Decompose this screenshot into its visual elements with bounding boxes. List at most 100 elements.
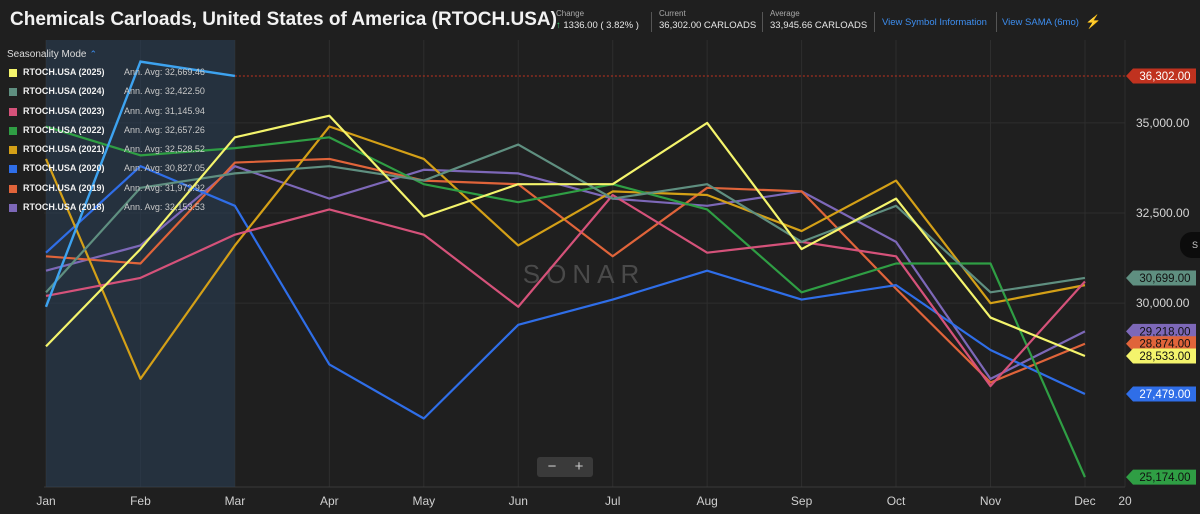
end-label-text: 28,533.00: [1139, 351, 1190, 363]
x-tick-label: Oct: [887, 494, 906, 508]
legend-series-name: RTOCH.USA (2019): [23, 182, 105, 193]
x-tick-label: 20: [1118, 494, 1132, 508]
legend-annual-average: Ann. Avg: 32,657.26: [124, 124, 205, 135]
series-line-2024: [45, 143, 1086, 294]
highlight-series: [44, 60, 236, 308]
legend-annual-average: Ann. Avg: 32,422.50: [124, 86, 205, 97]
y-axis-labels: 35,000.00 32,500.00 30,000.00: [1136, 116, 1190, 310]
legend-swatch: [9, 184, 17, 193]
side-panel-label: S: [1191, 240, 1198, 250]
zoom-in-button[interactable]: +: [574, 458, 584, 475]
legend-item[interactable]: RTOCH.USA (2018) Ann. Avg: 32,153.53: [7, 201, 247, 220]
legend-item[interactable]: RTOCH.USA (2021) Ann. Avg: 32,528.52: [7, 143, 247, 162]
end-value-label: 25,174.00: [1126, 469, 1196, 485]
x-tick-label: Jan: [36, 494, 55, 508]
view-sama-link[interactable]: View SAMA (6mo): [1002, 17, 1079, 28]
legend-swatch: [9, 69, 17, 77]
legend-series-name: RTOCH.USA (2022): [23, 124, 105, 135]
average-stat: Average 33,945.66 CARLOADS: [770, 9, 867, 32]
current-label: Current: [659, 9, 686, 18]
legend-series-name: RTOCH.USA (2021): [23, 144, 105, 155]
series-line-2022: [45, 125, 1086, 478]
legend-swatch: [9, 88, 17, 97]
x-tick-label: May: [412, 494, 435, 508]
divider: [762, 12, 763, 32]
series-line-2023: [45, 193, 1086, 388]
chart-title: Chemicals Carloads, United States of Ame…: [10, 9, 557, 30]
legend-item[interactable]: RTOCH.USA (2020) Ann. Avg: 30,827.05: [7, 162, 247, 181]
current-stat: Current 36,302.00 CARLOADS: [659, 9, 756, 32]
legend-swatch: [9, 146, 17, 155]
change-label: Change: [556, 9, 585, 18]
divider: [874, 12, 875, 32]
end-value-label: 27,479.00: [1126, 386, 1196, 402]
x-tick-label: Nov: [980, 494, 1001, 508]
end-label-text: 27,479.00: [1139, 389, 1190, 401]
legend-annual-average: Ann. Avg: 32,153.53: [124, 202, 205, 213]
legend: RTOCH.USA (2025) Ann. Avg: 32,669.46 RTOCH…: [7, 66, 247, 220]
legend-item[interactable]: RTOCH.USA (2025) Ann. Avg: 32,669.46: [7, 66, 247, 85]
x-tick-label: Feb: [130, 494, 151, 508]
legend-item[interactable]: RTOCH.USA (2024) Ann. Avg: 32,422.50: [7, 85, 247, 104]
end-label-text: 29,218.00: [1139, 326, 1190, 338]
end-label-tag: [1126, 68, 1196, 84]
series-line-2025: [45, 114, 1086, 358]
end-value-labels: 36,302.00 30,699.00 29,218.0028,874.0028,5…: [1126, 68, 1196, 485]
side-panel-handle[interactable]: S: [1180, 232, 1200, 258]
highlight-series-line: [44, 60, 236, 308]
end-label-text: 25,174.00: [1139, 472, 1190, 484]
end-value-label: 28,874.00: [1126, 336, 1196, 352]
x-tick-label: Jun: [509, 494, 528, 508]
legend-series-name: RTOCH.USA (2020): [23, 163, 105, 174]
legend-item[interactable]: RTOCH.USA (2023) Ann. Avg: 31,145.94: [7, 105, 247, 124]
end-value-label: 29,218.00: [1126, 323, 1196, 339]
sonar-logo-icon: ⚡: [1085, 14, 1102, 29]
current-value: 36,302.00 CARLOADS: [659, 20, 757, 31]
x-tick-label: Aug: [696, 494, 717, 508]
x-axis: Jan Feb Mar Apr May Jun Jul Aug Sep Oct Nov Dec 20: [36, 494, 1132, 508]
legend-series-name: RTOCH.USA (2025): [23, 67, 105, 77]
legend-item[interactable]: RTOCH.USA (2019) Ann. Avg: 31,972.92: [7, 182, 247, 201]
legend-swatch: [9, 204, 17, 213]
legend-item[interactable]: RTOCH.USA (2022) Ann. Avg: 32,657.26: [7, 124, 247, 143]
series-line-2021: [44, 125, 1086, 380]
end-label-text: 28,874.00: [1139, 339, 1190, 351]
end-label-tag: [1126, 336, 1196, 352]
legend-series-name: RTOCH.USA (2023): [23, 105, 105, 116]
series-line-2020: [45, 165, 1086, 420]
end-value-label: 28,533.00: [1126, 348, 1196, 364]
y-tick-label: 30,000.00: [1136, 296, 1190, 310]
legend-swatch: [9, 165, 17, 174]
legend-annual-average: Ann. Avg: 32,669.46: [124, 67, 205, 77]
series-lines: [44, 114, 1086, 478]
end-label-tag: [1126, 386, 1196, 402]
y-tick-label: 35,000.00: [1136, 116, 1190, 130]
legend-swatch: [9, 107, 17, 116]
zoom-controls: − +: [537, 457, 593, 477]
x-tick-label: Dec: [1074, 494, 1095, 508]
end-label-text: 30,699.00: [1139, 273, 1190, 285]
divider: [651, 12, 652, 32]
legend-swatch: [9, 126, 17, 135]
end-label-tag: [1126, 323, 1196, 339]
y-tick-label: 32,500.00: [1136, 206, 1190, 220]
sonar-watermark: SONAR: [523, 259, 645, 289]
divider: [996, 12, 997, 32]
legend-series-name: RTOCH.USA (2024): [23, 86, 105, 97]
zoom-out-button[interactable]: −: [547, 458, 557, 475]
legend-annual-average: Ann. Avg: 30,827.05: [124, 163, 205, 174]
legend-annual-average: Ann. Avg: 31,972.92: [124, 182, 205, 193]
seasonality-mode-toggle[interactable]: Seasonality Mode ⌃: [7, 49, 97, 60]
end-label-tag: [1126, 270, 1196, 286]
series-line-2019: [45, 157, 1086, 384]
legend-annual-average: Ann. Avg: 31,145.94: [124, 105, 205, 116]
seasonality-mode-label: Seasonality Mode: [7, 49, 87, 60]
change-value: 1336.00 ( 3.82% ): [563, 20, 639, 31]
end-label-tag: [1126, 469, 1196, 485]
x-tick-label: Jul: [605, 494, 620, 508]
view-symbol-info-link[interactable]: View Symbol Information: [882, 17, 987, 28]
legend-annual-average: Ann. Avg: 32,528.52: [124, 144, 205, 155]
end-value-label: 30,699.00: [1126, 270, 1196, 286]
x-tick-label: Apr: [320, 494, 339, 508]
